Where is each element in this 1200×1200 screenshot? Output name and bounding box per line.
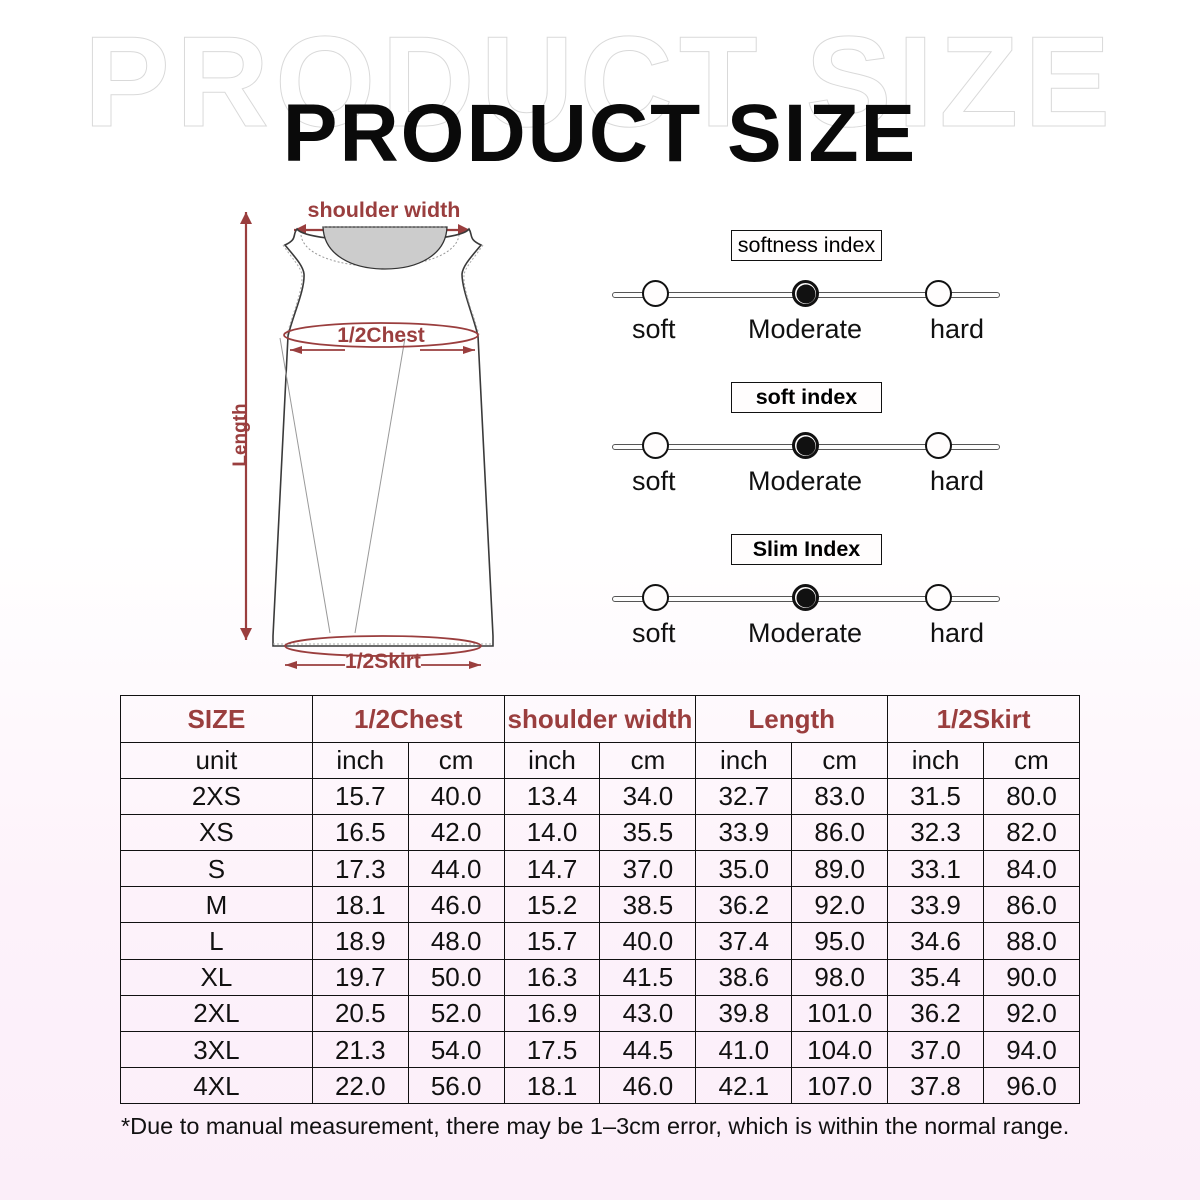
svg-text:shoulder width: shoulder width [308,198,461,222]
svg-text:Length: Length [230,403,251,466]
svg-text:1/2Skirt: 1/2Skirt [345,650,421,673]
svg-text:1/2Chest: 1/2Chest [337,324,425,347]
